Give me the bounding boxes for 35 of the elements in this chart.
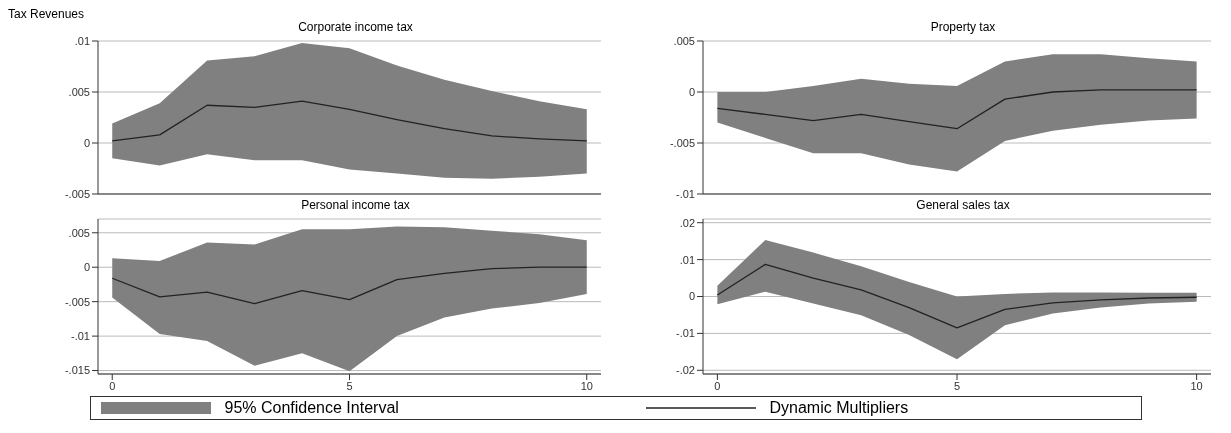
y-tick-label: .005	[673, 34, 695, 47]
y-tick-label: .005	[68, 226, 90, 239]
line-series	[716, 263, 1198, 329]
chart-title: Corporate income tax	[297, 20, 414, 35]
x-tick-label: 10	[580, 379, 593, 392]
y-tick-label: .005	[68, 85, 90, 98]
line-series	[716, 89, 1198, 130]
chart-title: General sales tax	[915, 198, 1011, 213]
x-tick-label: 5	[953, 379, 961, 392]
y-tick-label: -.015	[64, 364, 90, 377]
chart-title: Property tax	[929, 20, 997, 35]
line-series	[111, 266, 588, 305]
y-tick-label: .01	[679, 253, 695, 266]
y-tick-label: -.01	[676, 187, 695, 200]
y-tick-label: -.01	[676, 327, 695, 340]
y-tick-label: .02	[679, 216, 695, 229]
chart-title: Personal income tax	[300, 198, 411, 213]
y-tick-label: 0	[688, 290, 695, 303]
y-tick-label: 0	[83, 261, 90, 274]
y-tick-label: -.005	[64, 295, 90, 308]
y-tick-label: -.02	[676, 364, 695, 377]
text: 95% Confidence Interval	[224, 399, 399, 417]
y-tick-label: .01	[74, 34, 90, 47]
y-tick-label: 0	[688, 85, 695, 98]
x-tick-label: 10	[1190, 379, 1203, 392]
line-series	[111, 100, 588, 142]
x-tick-label: 5	[346, 379, 353, 392]
x-tick-label: 0	[109, 379, 116, 392]
text: Dynamic Multipliers	[769, 399, 909, 417]
x-tick-label: 0	[714, 379, 721, 392]
y-tick-label: -.005	[669, 136, 695, 149]
y-tick-label: 0	[83, 136, 90, 149]
y-tick-label: -.005	[64, 187, 90, 200]
y-tick-label: -.01	[71, 330, 90, 343]
text: Tax Revenues	[8, 7, 85, 21]
